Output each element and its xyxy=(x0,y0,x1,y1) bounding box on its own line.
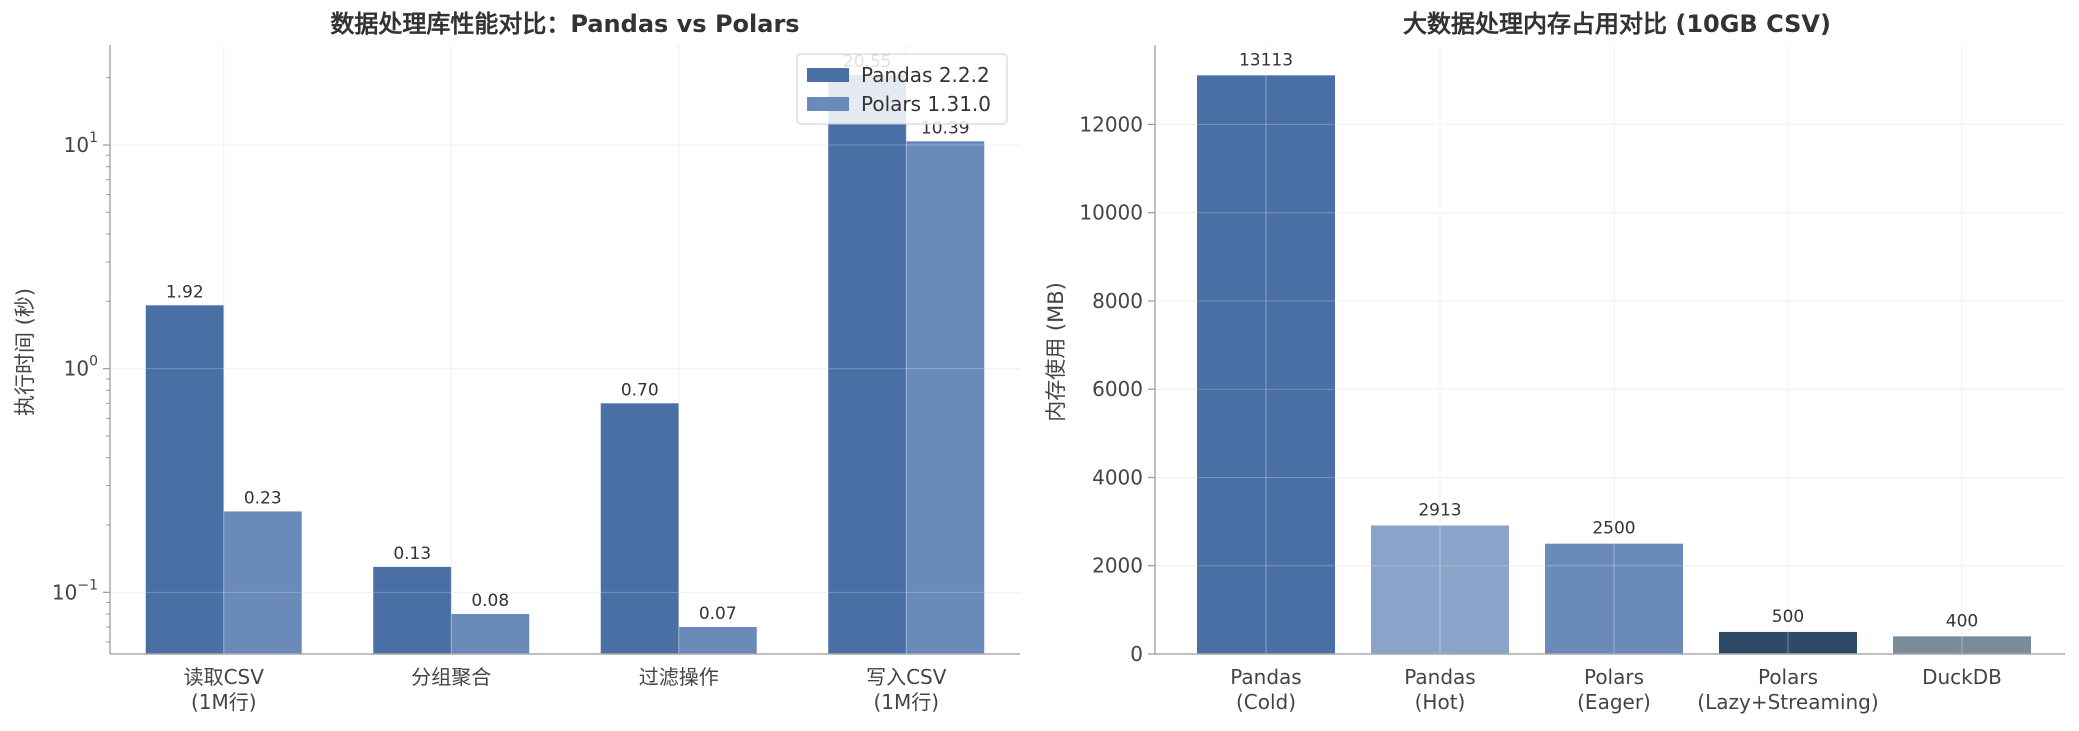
chart2-xtick-label: (Hot) xyxy=(1415,690,1466,714)
chart2-bar xyxy=(1719,631,1857,654)
chart2-ylabel: 内存使用 (MB) xyxy=(1044,282,1068,422)
chart1-data-label: 0.13 xyxy=(393,544,431,564)
chart2-xtick-label: (Lazy+Streaming) xyxy=(1697,690,1878,714)
chart1-legend-swatch xyxy=(807,68,849,82)
chart2-data-label: 13113 xyxy=(1239,50,1293,70)
chart2-ytick-label: 0 xyxy=(1130,642,1143,666)
chart2-ytick-label: 10000 xyxy=(1079,201,1143,225)
chart1-ytick-label: 101 xyxy=(64,130,98,157)
chart1-legend-label: Polars 1.31.0 xyxy=(861,92,991,116)
chart1-legend-box xyxy=(796,53,1008,125)
chart2-bar xyxy=(1371,525,1509,654)
chart2-bar xyxy=(1545,543,1683,654)
chart2-xtick-label: Polars xyxy=(1758,665,1818,689)
chart1-ytick-label: 10−1 xyxy=(52,577,98,604)
chart2-xtick-label: DuckDB xyxy=(1922,665,2002,689)
chart1-bar xyxy=(373,566,452,654)
memory-chart: 大数据处理内存占用对比 (10GB CSV) 内存使用 (MB) 13113 29… xyxy=(1044,10,2065,714)
chart1-xtick-label: 读取CSV xyxy=(184,665,265,689)
chart1-legend-label: Pandas 2.2.2 xyxy=(861,63,990,87)
chart1-title: 数据处理库性能对比：Pandas vs Polars xyxy=(330,10,799,38)
chart1-data-label: 0.07 xyxy=(699,604,737,624)
chart1-bar xyxy=(828,75,907,655)
chart2-ytick-label: 4000 xyxy=(1092,465,1143,489)
chart2-ytick-label: 6000 xyxy=(1092,377,1143,401)
chart2-ytick-label: 2000 xyxy=(1092,554,1143,578)
chart2-xtick-label: Pandas xyxy=(1230,665,1301,689)
chart2-data-label: 500 xyxy=(1772,607,1804,627)
chart1-bar xyxy=(906,141,985,654)
chart1-data-label: 0.70 xyxy=(621,380,659,400)
performance-chart: 数据处理库性能对比：Pandas vs Polars 执行时间 (秒) 1.92… xyxy=(13,10,1020,714)
chart1-bar xyxy=(451,614,530,654)
chart2-xtick-label: Pandas xyxy=(1404,665,1475,689)
chart1-data-label: 0.08 xyxy=(471,591,509,611)
chart2-data-label: 2913 xyxy=(1418,500,1461,520)
chart2-bar xyxy=(1197,75,1335,654)
chart1-bar xyxy=(678,626,757,654)
chart2-ytick-label: 8000 xyxy=(1092,289,1143,313)
chart2-data-label: 400 xyxy=(1946,611,1978,631)
chart1-bar xyxy=(223,511,302,654)
chart2-xtick-label: Polars xyxy=(1584,665,1644,689)
chart2-xtick-label: (Cold) xyxy=(1236,690,1296,714)
chart1-ylabel: 执行时间 (秒) xyxy=(13,288,37,416)
chart1-ytick-label: 100 xyxy=(64,354,98,381)
chart1-xtick-label: (1M行) xyxy=(191,690,257,714)
chart1-data-label: 1.92 xyxy=(166,282,204,302)
chart1-legend-swatch xyxy=(807,97,849,111)
chart1-data-label: 0.23 xyxy=(244,488,282,508)
chart2-bar xyxy=(1893,636,2031,654)
chart2-data-label: 2500 xyxy=(1592,519,1635,539)
chart1-xtick-label: (1M行) xyxy=(873,690,939,714)
chart1-bar xyxy=(145,305,224,654)
chart2-title: 大数据处理内存占用对比 (10GB CSV) xyxy=(1403,10,1831,38)
chart2-ytick-label: 12000 xyxy=(1079,112,1143,136)
chart1-xtick-label: 分组聚合 xyxy=(411,665,491,689)
chart2-xtick-label: (Eager) xyxy=(1577,690,1651,714)
chart1-bar xyxy=(600,403,679,654)
chart1-xtick-label: 写入CSV xyxy=(866,665,947,689)
chart1-xtick-label: 过滤操作 xyxy=(639,665,719,689)
